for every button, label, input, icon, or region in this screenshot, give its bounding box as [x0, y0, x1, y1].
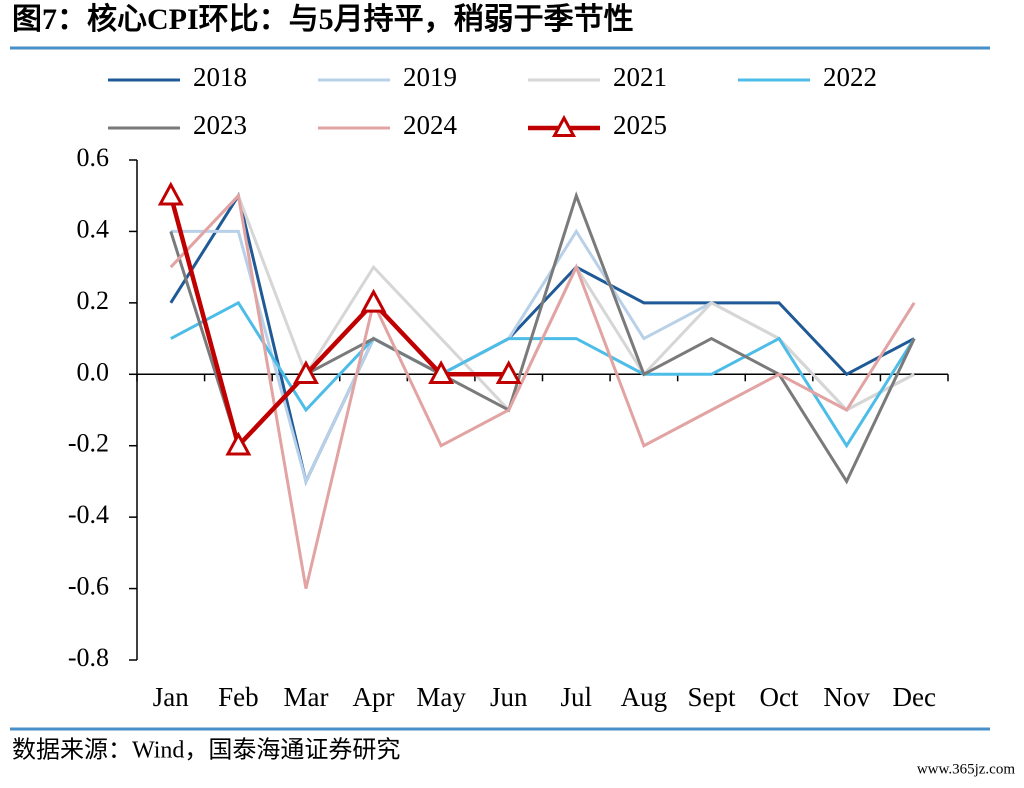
- x-tick-label: Sept: [687, 682, 736, 712]
- legend-label: 2018: [193, 62, 247, 92]
- x-tick-label: Feb: [218, 682, 259, 712]
- series-marker: [428, 360, 455, 385]
- legend-marker: [551, 114, 577, 137]
- x-tick-label: Jul: [561, 682, 593, 712]
- x-tick-label: May: [416, 682, 466, 712]
- y-tick-label: 0.4: [77, 214, 110, 243]
- legend-label: 2023: [193, 110, 247, 140]
- y-tick-label: -0.4: [68, 500, 109, 529]
- x-tick-label: Jun: [490, 682, 528, 712]
- legend-label: 2022: [823, 62, 877, 92]
- series-marker: [360, 288, 387, 313]
- y-tick-label: 0.0: [77, 357, 110, 386]
- x-tick-label: Dec: [892, 682, 935, 712]
- legend-label: 2025: [613, 110, 667, 140]
- y-tick-label: -0.8: [68, 643, 109, 672]
- x-tick-label: Apr: [353, 682, 395, 712]
- series-marker: [495, 360, 522, 385]
- x-tick-label: Nov: [823, 682, 870, 712]
- series-line: [168, 195, 509, 451]
- series-line: [169, 192, 916, 589]
- x-tick-label: Jan: [153, 682, 189, 712]
- series-marker: [225, 431, 252, 456]
- legend-label: 2019: [403, 62, 457, 92]
- y-tick-label: 0.2: [77, 286, 110, 315]
- series-marker: [157, 181, 184, 206]
- y-tick-label: 0.6: [77, 143, 110, 172]
- legend-label: 2021: [613, 62, 667, 92]
- legend-label: 2024: [403, 110, 458, 140]
- chart-title: 图7：核心CPI环比：与5月持平，稍弱于季节性: [12, 3, 634, 36]
- y-tick-label: -0.6: [68, 572, 109, 601]
- series-marker: [292, 360, 319, 385]
- x-tick-label: Aug: [621, 682, 668, 712]
- x-tick-label: Mar: [283, 682, 328, 712]
- x-tick-label: Oct: [760, 682, 799, 712]
- y-tick-label: -0.2: [68, 429, 109, 458]
- watermark: www.365jz.com: [917, 761, 1016, 777]
- source-note: 数据来源：Wind，国泰海通证券研究: [12, 737, 400, 764]
